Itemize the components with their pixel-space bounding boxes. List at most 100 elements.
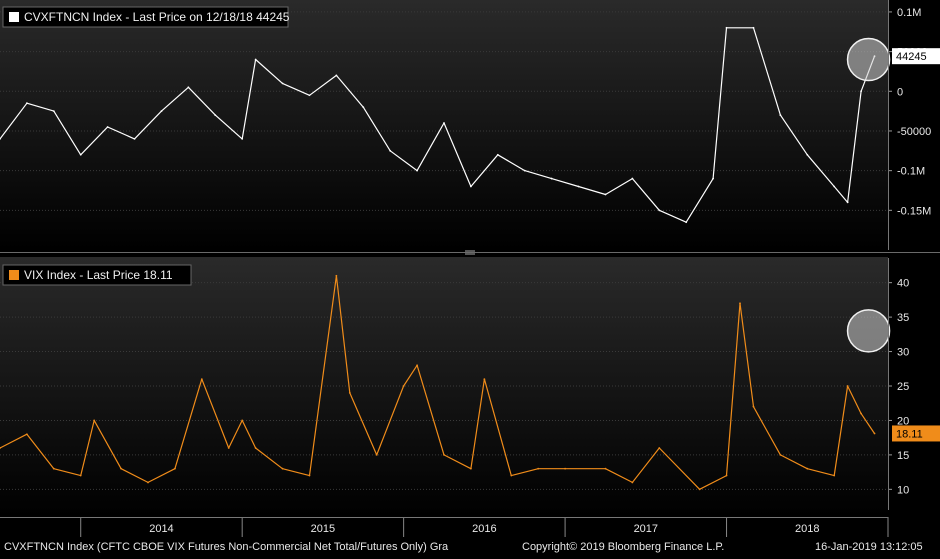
last-value-badge [892, 48, 940, 65]
legend-label: VIX Index - Last Price 18.11 [24, 268, 173, 282]
data-point [604, 467, 607, 470]
data-point [375, 453, 378, 456]
data-point [308, 474, 311, 477]
legends: CVXFTNCN Index - Last Price on 12/18/18 … [2, 6, 290, 286]
year-labels: 2014 2015 2016 2017 2018 [149, 523, 819, 535]
data-point [389, 149, 392, 152]
data-point [187, 86, 190, 89]
data-point [470, 185, 472, 188]
data-point [550, 177, 553, 180]
data-point [335, 74, 338, 77]
data-point [806, 153, 809, 156]
data-point [631, 481, 634, 484]
x-year-label: 2015 [311, 523, 335, 535]
x-year-label: 2017 [634, 523, 658, 535]
y-tick-label: 30 [897, 347, 909, 359]
last-value-label: 44245 [896, 51, 927, 63]
y-tick-label: -0.1M [897, 166, 925, 178]
data-point [402, 385, 405, 387]
data-point [752, 405, 755, 408]
footer-copyright: Copyright© 2019 Bloomberg Finance L.P. [522, 541, 724, 553]
data-point [725, 26, 728, 29]
x-year-label: 2018 [795, 523, 819, 535]
highlight-circles [846, 37, 891, 353]
data-point [26, 433, 28, 436]
data-point [564, 467, 566, 470]
data-point [860, 90, 862, 93]
y-tick-label: 15 [897, 450, 909, 462]
data-point [254, 58, 257, 61]
data-point [416, 169, 418, 172]
last-value-label: 18.11 [896, 428, 923, 440]
footer-left: CVXFTNCN Index (CFTC CBOE VIX Futures No… [4, 541, 449, 553]
y-tick-label: 0.1M [897, 7, 921, 19]
series-line [0, 27, 876, 223]
data-point [510, 474, 513, 477]
data-point [752, 26, 755, 29]
data-point [335, 274, 338, 277]
data-point [685, 221, 688, 224]
data-point [52, 467, 55, 470]
legend-box [2, 264, 192, 286]
data-point [26, 102, 28, 105]
x-year-label: 2016 [472, 523, 496, 535]
data-point [362, 106, 365, 109]
legend-label: CVXFTNCN Index - Last Price on 12/18/18 … [24, 10, 290, 24]
data-point [52, 110, 55, 113]
data-point [725, 474, 728, 477]
y-tick-label: 25 [897, 381, 909, 393]
data-point [120, 467, 122, 470]
data-point [416, 364, 418, 367]
last-value-badge [892, 425, 940, 442]
data-point [496, 153, 499, 156]
data-point [470, 467, 472, 470]
data-point [483, 378, 486, 381]
data-point [281, 82, 284, 85]
data-point [241, 419, 244, 422]
highlight-circle [846, 309, 891, 353]
legend-swatch [9, 12, 19, 22]
data-point [523, 169, 526, 172]
data-point [0, 447, 1, 449]
data-point [631, 177, 634, 180]
x-year-label: 2014 [149, 523, 173, 535]
panel2-background [0, 257, 888, 517]
data-point [833, 474, 836, 477]
data-point [227, 447, 230, 449]
axis-ticks: 0.1M500000-50000-0.1M-0.15M4424540353025… [888, 0, 940, 510]
data-point [174, 467, 176, 470]
data-point [604, 193, 607, 196]
data-point [739, 302, 741, 305]
data-point [281, 467, 284, 470]
data-point [698, 488, 701, 491]
legend-box [2, 6, 289, 28]
data-point [308, 94, 311, 97]
data-point [443, 453, 445, 456]
data-point [133, 138, 136, 140]
y-tick-label: -0.15M [897, 205, 931, 217]
data-point [0, 138, 1, 140]
data-point [160, 110, 163, 113]
data-point [873, 432, 876, 435]
series-line [0, 275, 875, 490]
data-point [712, 177, 714, 180]
panel1-grid [0, 11, 888, 211]
data-point [443, 122, 445, 124]
y-tick-label: 40 [897, 278, 909, 290]
data-point [79, 153, 82, 156]
data-point [658, 209, 661, 212]
data-point [846, 201, 849, 204]
panel1-background [0, 0, 888, 250]
series-lines [0, 26, 876, 491]
data-point [214, 114, 217, 116]
data-point [577, 185, 580, 188]
data-point [658, 447, 661, 449]
data-point [241, 138, 244, 140]
data-point [779, 114, 782, 116]
legend-swatch [9, 270, 19, 280]
data-point [779, 453, 782, 456]
y-tick-label: 10 [897, 484, 909, 496]
footer-bar [0, 537, 940, 554]
